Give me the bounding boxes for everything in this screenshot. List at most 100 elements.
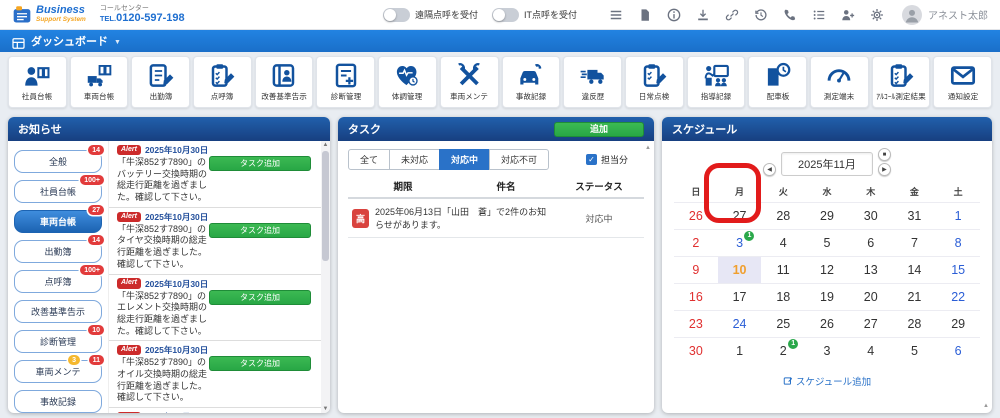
add-task-button[interactable]: タスク追加 [209, 222, 311, 238]
scroll-down-icon[interactable]: ▼ [322, 406, 329, 412]
calendar-day[interactable]: 25 [761, 310, 806, 337]
calendar-day[interactable]: 5 [805, 229, 849, 256]
calendar-day[interactable]: 17 [717, 283, 762, 310]
notice-category-button[interactable]: 点呼簿 100+ [14, 265, 104, 293]
toolbar-item[interactable]: 改善基準告示 [254, 56, 314, 108]
next-month-button[interactable]: ▶ [877, 163, 891, 176]
calendar-day[interactable]: 7 [892, 229, 937, 256]
toolbar-item[interactable]: 車両メンテ [439, 56, 499, 108]
history-icon[interactable] [754, 8, 768, 22]
notices-scrollbar[interactable]: ▲ ▼ [321, 141, 330, 413]
scroll-up-icon[interactable]: ▲ [322, 142, 329, 148]
toolbar-item[interactable]: ｱﾙｺｰﾙ測定結果 [871, 56, 931, 108]
calendar-day[interactable]: 6 [936, 337, 980, 364]
today-button[interactable]: ■ [877, 148, 891, 161]
table-row[interactable]: 高 2025年06月13日「山田 蒼」で2件のお知らせがあります。 対応中 [348, 199, 644, 238]
toolbar-item[interactable]: 指導記録 [686, 56, 746, 108]
calendar-day[interactable]: 16 [674, 283, 718, 310]
add-task-header-button[interactable]: 追加 [554, 121, 644, 137]
prev-month-button[interactable]: ◀ [763, 163, 777, 176]
notice-category-button[interactable]: 車両メンテ 11 3 [14, 355, 104, 383]
calendar-day[interactable]: 3 1 [717, 229, 762, 256]
download-icon[interactable] [696, 8, 710, 22]
toolbar-item[interactable]: 配車板 [748, 56, 807, 108]
calendar-day[interactable]: 6 [848, 229, 893, 256]
toolbar-item[interactable]: 点呼簿 [193, 56, 252, 108]
toolbar-item[interactable]: 日常点検 [624, 56, 684, 108]
calendar-day[interactable]: 4 [761, 229, 806, 256]
calendar-day[interactable]: 4 [848, 337, 893, 364]
notice-category-button[interactable]: 診断管理 10 [14, 325, 104, 353]
add-task-button[interactable]: タスク追加 [209, 156, 311, 171]
info-icon[interactable] [667, 8, 681, 22]
link-icon[interactable] [725, 8, 739, 22]
calendar-day[interactable]: 27 [848, 310, 893, 337]
task-filter-tab[interactable]: 全て [348, 149, 391, 170]
schedule-scroll-icon[interactable]: ▲ [983, 403, 989, 409]
settings-icon[interactable] [870, 8, 884, 22]
calendar-day[interactable]: 15 [936, 256, 980, 283]
calendar-day[interactable]: 20 [848, 283, 893, 310]
calendar-day[interactable]: 1 [717, 337, 762, 364]
calendar-day[interactable]: 10 [717, 256, 762, 283]
toolbar-item[interactable]: 車両台帳 [69, 56, 129, 108]
calendar-day[interactable]: 18 [761, 283, 806, 310]
month-label[interactable]: 2025年11月 [781, 152, 873, 176]
logo[interactable]: Business Support System [12, 5, 86, 25]
calendar-day[interactable]: 26 [805, 310, 849, 337]
task-filter-tab[interactable]: 対応不可 [489, 149, 550, 170]
menu-icon[interactable] [609, 8, 623, 22]
add-task-button[interactable]: タスク追加 [209, 356, 311, 372]
list-icon[interactable] [812, 8, 826, 22]
calendar-day[interactable]: 29 [805, 202, 849, 229]
scrollbar-thumb[interactable] [322, 151, 329, 261]
calendar-day[interactable]: 1 [936, 202, 980, 229]
page-title[interactable]: ダッシュボード [31, 36, 108, 48]
assigned-filter[interactable]: ✓ 担当分 [585, 153, 628, 166]
notice-category-button[interactable]: 全般 14 [14, 145, 104, 173]
calendar-day[interactable]: 8 [936, 229, 980, 256]
calendar-day[interactable]: 31 [892, 202, 937, 229]
calendar-day[interactable]: 23 [674, 310, 718, 337]
toolbar-item[interactable]: 診断管理 [316, 56, 376, 108]
calendar-day[interactable]: 30 [674, 337, 718, 364]
calendar-day[interactable]: 21 [892, 283, 937, 310]
calendar-day[interactable]: 9 [674, 256, 718, 283]
calendar-day[interactable]: 12 [805, 256, 849, 283]
calendar-day[interactable]: 24 [717, 310, 762, 337]
calendar-day[interactable]: 3 [805, 337, 849, 364]
toolbar-item[interactable]: 測定端末 [809, 56, 869, 108]
toolbar-item[interactable]: 通知設定 [933, 56, 992, 108]
task-filter-tab[interactable]: 未対応 [389, 149, 441, 170]
chevron-down-icon[interactable]: ▼ [114, 38, 121, 46]
tasks-scroll-up-icon[interactable]: ▲ [645, 145, 651, 151]
calendar-day[interactable]: 19 [805, 283, 849, 310]
notice-category-button[interactable]: 出勤簿 14 [14, 235, 104, 263]
calendar-day[interactable]: 30 [848, 202, 893, 229]
calendar-day[interactable]: 28 [892, 310, 937, 337]
toggle-switch[interactable] [382, 7, 410, 22]
calendar-day[interactable]: 11 [761, 256, 806, 283]
calendar-day[interactable]: 22 [936, 283, 980, 310]
user-add-icon[interactable] [841, 8, 855, 22]
notice-category-button[interactable]: 車両台帳 27 [14, 205, 104, 233]
toolbar-item[interactable]: 体調管理 [378, 56, 437, 108]
task-filter-tab[interactable]: 対応中 [439, 149, 491, 170]
notice-category-button[interactable]: 改善基準告示 [14, 300, 102, 323]
calendar-day[interactable]: 26 [674, 202, 718, 229]
user-menu[interactable]: アネスト太郎 [902, 4, 988, 25]
toolbar-item[interactable]: 出勤簿 [131, 56, 191, 108]
calendar-day[interactable]: 29 [936, 310, 980, 337]
toolbar-item[interactable]: 事故記録 [501, 56, 561, 108]
document-icon[interactable] [638, 8, 652, 22]
add-task-button[interactable]: タスク追加 [209, 289, 311, 305]
checkbox-checked-icon[interactable]: ✓ [585, 154, 597, 165]
calendar-day[interactable]: 28 [761, 202, 806, 229]
toolbar-item[interactable]: 違反歴 [563, 56, 622, 108]
calendar-day[interactable]: 5 [892, 337, 937, 364]
toolbar-item[interactable]: 社員台帳 [8, 56, 67, 108]
add-schedule-link[interactable]: スケジュール追加 [674, 364, 980, 388]
calendar-day[interactable]: 2 [674, 229, 718, 256]
phone-icon[interactable] [783, 8, 797, 22]
calendar-day[interactable]: 14 [892, 256, 937, 283]
